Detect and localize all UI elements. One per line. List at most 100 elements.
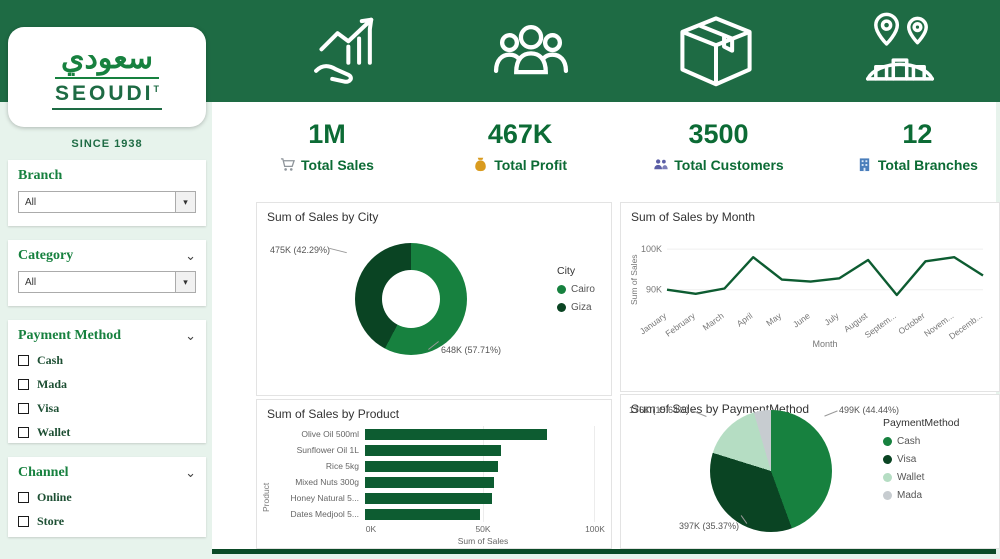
sales-by-month-chart: Sum of Sales by Month Sum of Sales 90K 10… — [620, 202, 1000, 392]
bar-row: Dates Medjool 5... — [265, 506, 595, 522]
branch-dropdown[interactable]: All ▾ — [18, 191, 196, 213]
header-icon-row — [255, 6, 992, 98]
branch-filter-title: Branch — [18, 168, 63, 183]
customers-icon — [494, 24, 569, 75]
kpi-value: 1M — [308, 119, 346, 149]
bar[interactable] — [365, 476, 494, 488]
legend-item-wallet[interactable]: Wallet — [883, 472, 959, 483]
checkbox-row-store[interactable]: Store — [18, 514, 196, 529]
category-dropdown-value: All — [25, 276, 37, 288]
checkbox[interactable] — [18, 355, 29, 366]
product-bars: Olive Oil 500ml Sunflower Oil 1L Rice 5kg M… — [265, 426, 595, 522]
channel-options: Online Store — [18, 490, 196, 529]
category-filter-title: Category — [18, 248, 74, 263]
checkbox-row-mada[interactable]: Mada — [18, 377, 196, 392]
checkbox-row-cash[interactable]: Cash — [18, 353, 196, 368]
bar-track — [365, 444, 595, 456]
checkbox-label: Online — [37, 490, 72, 504]
channel-filter-title: Channel — [18, 465, 69, 480]
since-text: SINCE 1938 — [71, 138, 143, 150]
month-line-chart[interactable]: 90K 100K January February March April May June J… — [625, 227, 997, 361]
money-bag-icon — [475, 157, 486, 172]
kpi-value: 12 — [902, 119, 933, 149]
chart-title: Sum of Sales by City — [267, 210, 379, 224]
checkbox[interactable] — [18, 516, 29, 527]
legend-label: Visa — [897, 454, 917, 465]
slice-label: 499K (44.44%) — [839, 405, 900, 415]
branch-dropdown-value: All — [25, 196, 37, 208]
svg-text:October: October — [896, 310, 926, 336]
bar-category-label: Mixed Nuts 300g — [295, 477, 359, 487]
bar[interactable] — [365, 428, 547, 440]
logo-name-text: SEOUDI — [54, 82, 154, 105]
bar[interactable] — [365, 492, 492, 504]
category-dropdown[interactable]: All ▾ — [18, 271, 196, 293]
dropdown-caret-icon[interactable]: ▾ — [175, 192, 195, 212]
slice-label: 475K (42.29%) — [270, 245, 331, 255]
bar-track — [365, 508, 595, 520]
checkbox[interactable] — [18, 379, 29, 390]
bar-category-label: Olive Oil 500ml — [301, 429, 359, 439]
legend-item-cash[interactable]: Cash — [883, 436, 959, 447]
slice-label: 397K (35.37%) — [679, 521, 740, 531]
seoudi-logo: سعودي SEOUDIT — [8, 27, 206, 127]
legend-label: Mada — [897, 490, 923, 501]
payment-legend-items: Cash Visa Wallet Mada — [883, 436, 959, 501]
chart-gridlines — [371, 426, 595, 522]
chevron-down-icon[interactable]: ⌄ — [185, 248, 196, 263]
bar-row: Rice 5kg — [265, 458, 595, 474]
city-legend: City Cairo Giza — [557, 265, 595, 313]
sales-by-product-chart: Sum of Sales by Product Product Olive Oi… — [256, 399, 612, 549]
kpi-total-branches: 12 Total Branches — [857, 119, 978, 173]
city-legend-items: Cairo Giza — [557, 284, 595, 313]
chevron-down-icon[interactable]: ⌄ — [185, 465, 196, 480]
bar-category-label: Honey Natural 5... — [290, 493, 359, 503]
bar[interactable] — [365, 508, 480, 520]
channel-filter: Channel ⌄ Online Store — [8, 457, 206, 537]
legend-item-mada[interactable]: Mada — [883, 490, 959, 501]
kpi-total-sales: 1M Total Sales — [267, 119, 387, 173]
dropdown-caret-icon[interactable]: ▾ — [175, 272, 195, 292]
payment-filter-title: Payment Method — [18, 328, 122, 343]
category-filter: Category ⌄ All ▾ — [8, 240, 206, 306]
kpi-label: Total Customers — [674, 156, 784, 173]
checkbox-label: Visa — [37, 401, 60, 415]
logo-trademark: T — [153, 84, 160, 94]
svg-text:90K: 90K — [646, 285, 662, 295]
kpi-label: Total Profit — [494, 156, 568, 173]
checkbox[interactable] — [18, 427, 29, 438]
bar-track — [365, 428, 595, 440]
legend-swatch — [883, 491, 892, 500]
legend-item-cairo[interactable]: Cairo — [557, 284, 595, 295]
checkbox-row-wallet[interactable]: Wallet — [18, 425, 196, 440]
bar[interactable] — [365, 460, 499, 472]
chart-title: Sum of Sales by Month — [631, 210, 756, 224]
kpi-value: 467K — [487, 119, 553, 149]
bar[interactable] — [365, 444, 501, 456]
branch-filter: Branch All ▾ — [8, 160, 206, 226]
svg-text:July: July — [822, 310, 841, 327]
x-tick-label: 50K — [475, 524, 491, 534]
bar-category-label: Dates Medjool 5... — [290, 509, 359, 519]
legend-label: Giza — [571, 302, 592, 313]
legend-item-giza[interactable]: Giza — [557, 302, 595, 313]
bar-track — [365, 476, 595, 488]
main-content: 1M Total Sales 467K Total Profit 3500 To… — [212, 102, 1000, 554]
checkbox-row-visa[interactable]: Visa — [18, 401, 196, 416]
checkbox[interactable] — [18, 403, 29, 414]
x-axis-title: Sum of Sales — [457, 536, 509, 546]
checkbox-row-online[interactable]: Online — [18, 490, 196, 505]
checkbox-label: Wallet — [37, 425, 71, 439]
payment-options: Cash Mada Visa Wallet — [18, 353, 196, 440]
legend-item-visa[interactable]: Visa — [883, 454, 959, 465]
package-icon — [680, 16, 752, 87]
checkbox[interactable] — [18, 492, 29, 503]
chevron-down-icon[interactable]: ⌄ — [185, 328, 196, 343]
kpi-value: 3500 — [688, 119, 749, 149]
kpi-label: Total Sales — [301, 156, 374, 173]
callout-line — [329, 247, 347, 254]
payment-pie[interactable] — [710, 410, 832, 532]
slice-label: 176K (15.64%) — [629, 405, 690, 415]
city-donut[interactable] — [355, 243, 467, 355]
